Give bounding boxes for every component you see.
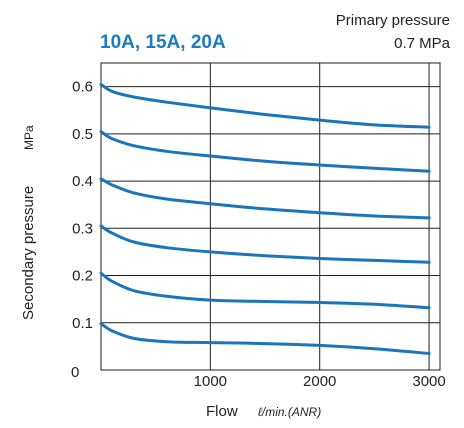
curves — [99, 82, 431, 355]
pressure-curve — [99, 224, 431, 264]
y-tick-label: 0.1 — [72, 315, 93, 332]
x-axis-unit: ℓ/min.(ANR) — [258, 405, 321, 419]
pressure-curve — [99, 177, 431, 220]
x-tick-label: 3000 — [412, 373, 445, 390]
y-axis-unit: MPa — [22, 125, 36, 150]
y-tick-label: 0.3 — [72, 220, 93, 237]
annotation-pressure-value: 0.7 MPa — [394, 35, 451, 52]
y-tick-label: 0.2 — [72, 268, 93, 285]
y-tick-label: 0.4 — [72, 173, 93, 190]
plot-frame — [100, 62, 441, 371]
x-tick-label: 2000 — [303, 373, 336, 390]
annotation-primary-pressure: Primary pressure — [336, 12, 450, 29]
pressure-curve — [99, 322, 431, 355]
pressure-curve — [99, 82, 431, 129]
x-axis-title: Flow — [206, 403, 238, 420]
tick-labels: 0.1 0.2 0.3 0.4 0.5 0.6 1000 2000 3000 — [72, 79, 446, 390]
x-tick-label: 1000 — [194, 373, 227, 390]
y-axis-title-group: Secondary pressure MPa — [20, 125, 37, 320]
y-axis-title: Secondary pressure — [20, 186, 37, 320]
pressure-curve — [99, 130, 431, 173]
y-tick-label: 0.5 — [72, 126, 93, 143]
pressure-curve — [99, 271, 431, 310]
y-tick-label: 0.6 — [72, 79, 93, 96]
origin-label: 0 — [71, 364, 79, 381]
x-axis-title-group: Flow ℓ/min.(ANR) — [206, 403, 321, 420]
chart-title: 10A, 15A, 20A — [100, 32, 226, 53]
